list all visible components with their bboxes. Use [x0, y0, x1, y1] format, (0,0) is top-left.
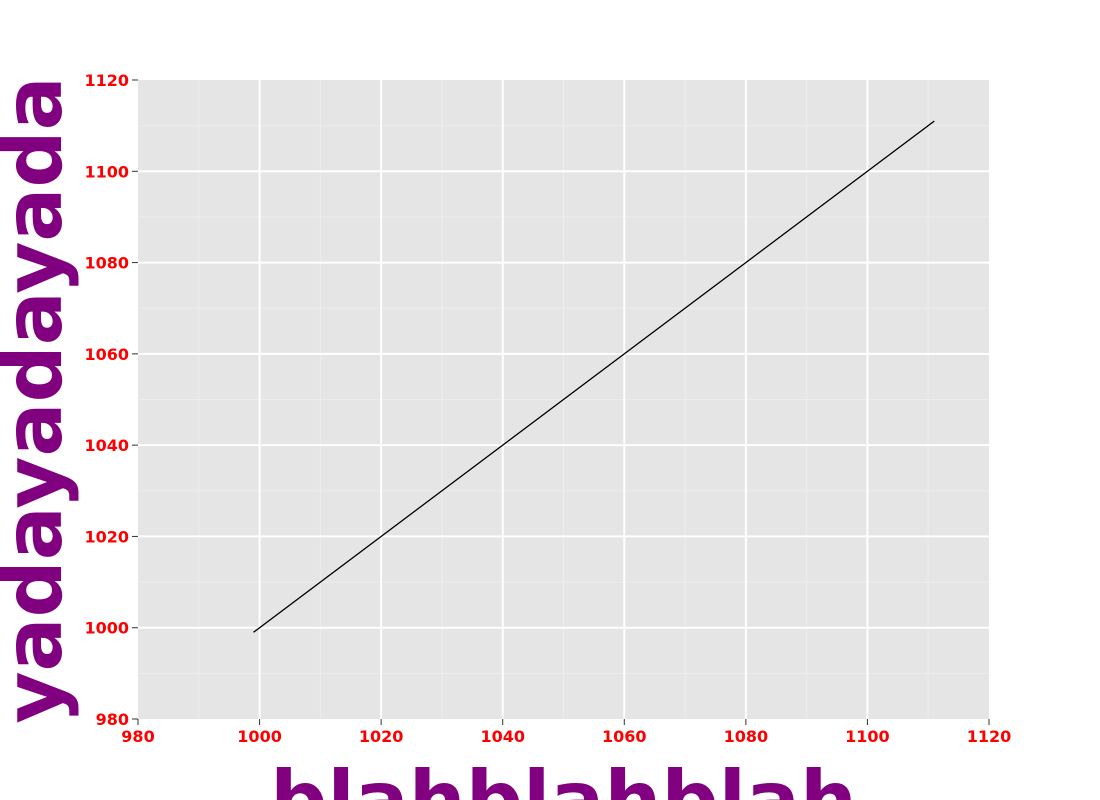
series-line-0: [253, 120, 935, 633]
x-tick-label: 980: [121, 727, 154, 746]
x-tick-label: 1060: [602, 727, 647, 746]
y-axis-title: yadayadayada: [0, 76, 80, 723]
x-tick-label: 1100: [845, 727, 890, 746]
x-tick-label: 1040: [480, 727, 525, 746]
major-gridlines: [138, 80, 989, 719]
x-tick-label: 1020: [359, 727, 404, 746]
y-tick-label: 1120: [84, 71, 129, 90]
series-layer: [253, 120, 935, 633]
y-tick-label: 1100: [84, 162, 129, 181]
y-tick-label: 1020: [84, 527, 129, 546]
x-tick-label: 1000: [237, 727, 282, 746]
x-tick-label: 1120: [967, 727, 1012, 746]
x-axis-title: blahblahblah: [270, 754, 857, 800]
x-axis: 980 1000 1020 1040 1060 1080 1100 1120: [121, 719, 1011, 746]
y-tick-label: 1000: [84, 619, 129, 638]
x-tick-label: 1080: [724, 727, 769, 746]
y-tick-label: 1040: [84, 436, 129, 455]
y-tick-label: 980: [96, 710, 129, 729]
y-tick-label: 1060: [84, 345, 129, 364]
y-tick-label: 1080: [84, 254, 129, 273]
y-axis: 980 1000 1020 1040 1060 1080 1100 1120: [84, 71, 138, 729]
